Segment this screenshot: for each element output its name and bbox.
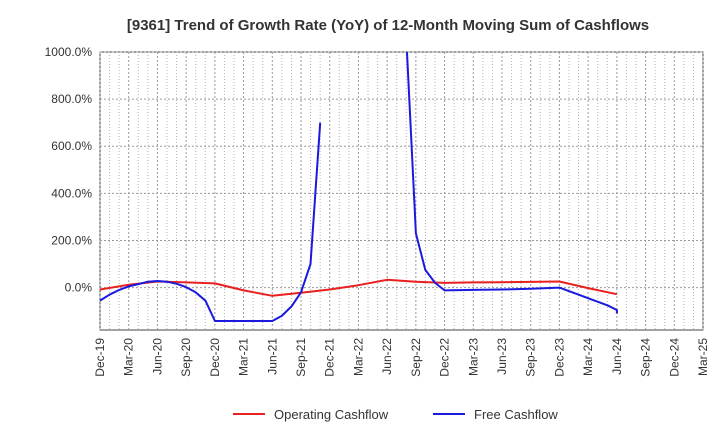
x-tick-label: Mar-22 xyxy=(351,338,365,376)
x-tick-label: Mar-21 xyxy=(237,338,251,376)
plot-area xyxy=(99,51,704,331)
legend-label: Operating Cashflow xyxy=(274,407,389,422)
x-tick-label: Sep-20 xyxy=(179,338,193,377)
x-tick-label: Mar-25 xyxy=(696,338,710,376)
plot-frame xyxy=(99,51,704,331)
x-tick-label: Sep-23 xyxy=(524,338,538,377)
y-tick-label: 400.0% xyxy=(51,186,92,200)
x-tick-label: Jun-21 xyxy=(265,338,279,375)
x-tick-label: Jun-24 xyxy=(610,338,624,375)
x-tick-label: Sep-22 xyxy=(409,338,423,377)
x-tick-label: Mar-24 xyxy=(581,338,595,376)
x-tick-label: Jun-22 xyxy=(380,338,394,375)
y-tick-label: 600.0% xyxy=(51,139,92,153)
x-axis: Dec-19 Mar-20 Jun-20 Sep-20 Dec-20 Mar-21 Jun-… xyxy=(93,338,710,377)
y-tick-label: 0.0% xyxy=(65,281,93,295)
y-tick-label: 1000.0% xyxy=(45,45,93,59)
series-lines xyxy=(100,52,618,322)
series-line-2 xyxy=(100,52,618,322)
x-tick-label: Mar-20 xyxy=(122,338,136,376)
legend: Operating Cashflow Free Cashflow xyxy=(233,407,558,422)
y-tick-label: 200.0% xyxy=(51,233,92,247)
x-tick-label: Dec-22 xyxy=(438,338,452,377)
x-tick-label: Sep-24 xyxy=(639,338,653,377)
x-tick-label: Jun-23 xyxy=(495,338,509,375)
x-tick-label: Mar-23 xyxy=(466,338,480,376)
x-tick-label: Dec-20 xyxy=(208,338,222,377)
x-tick-label: Dec-19 xyxy=(93,338,107,377)
x-tick-label: Dec-24 xyxy=(667,338,681,377)
x-tick-label: Jun-20 xyxy=(150,338,164,375)
legend-label: Free Cashflow xyxy=(474,407,558,422)
chart-title: [9361] Trend of Growth Rate (YoY) of 12-… xyxy=(127,17,649,34)
x-tick-label: Sep-21 xyxy=(294,338,308,377)
x-tick-label: Dec-21 xyxy=(323,338,337,377)
x-tick-label: Dec-23 xyxy=(552,338,566,377)
y-axis: 0.0% 200.0% 400.0% 600.0% 800.0% 1000.0% xyxy=(45,45,93,295)
series-line-1 xyxy=(100,278,618,297)
y-tick-label: 800.0% xyxy=(51,92,92,106)
